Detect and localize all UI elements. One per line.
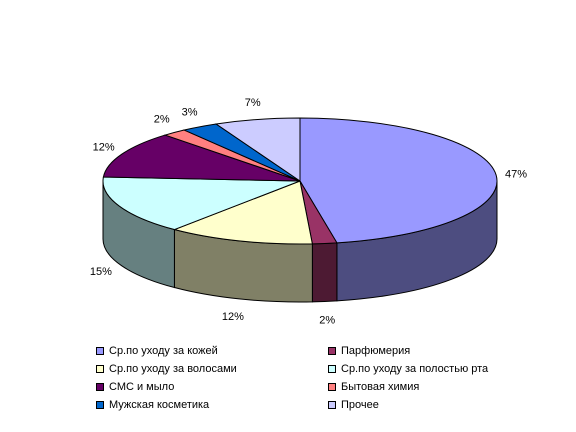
pie-slice-0 <box>299 117 498 244</box>
legend-label-3: Ср.по уходу за полостью рта <box>341 362 489 375</box>
pie-slice-2 <box>172 180 313 245</box>
legend-label-2: Ср.по уходу за волосами <box>109 362 237 375</box>
legend-swatch-1 <box>328 346 336 355</box>
legend-label-5: Бытовая химия <box>341 380 420 393</box>
legend-swatch-6 <box>96 400 104 409</box>
legend-item-3: Ср.по уходу за полостью рта <box>328 360 528 377</box>
legend-swatch-4 <box>96 382 104 391</box>
data-label-3: 15% <box>90 266 112 278</box>
legend-swatch-3 <box>328 364 336 373</box>
data-label-0: 47% <box>505 168 527 180</box>
legend-item-1: Парфюмерия <box>328 342 528 359</box>
data-label-5: 2% <box>154 114 170 126</box>
data-label-6: 3% <box>182 106 198 118</box>
legend-label-6: Мужская косметика <box>109 398 210 411</box>
legend-label-1: Парфюмерия <box>341 344 411 357</box>
pie-slice-3 <box>102 176 301 231</box>
legend-swatch-0 <box>96 346 104 355</box>
legend-item-4: СМС и мыло <box>96 378 328 395</box>
legend-swatch-2 <box>96 364 104 373</box>
pie-slice-4 <box>102 134 301 182</box>
pie-side-1 <box>311 242 338 303</box>
legend-item-5: Бытовая химия <box>328 378 528 395</box>
legend-item-2: Ср.по уходу за волосами <box>96 360 328 377</box>
legend-item-0: Ср.по уходу за кожей <box>96 342 328 359</box>
legend-label-7: Прочее <box>341 398 379 411</box>
legend-item-6: Мужская косметика <box>96 396 328 413</box>
data-label-2: 12% <box>222 311 244 323</box>
data-label-4: 12% <box>93 142 115 154</box>
data-label-7: 7% <box>245 97 261 109</box>
legend-item-7: Прочее <box>328 396 528 413</box>
data-label-1: 2% <box>319 314 335 326</box>
legend-label-4: СМС и мыло <box>109 380 175 393</box>
legend-swatch-5 <box>328 382 336 391</box>
legend-label-0: Ср.по уходу за кожей <box>109 344 218 357</box>
legend-swatch-7 <box>328 400 336 409</box>
pie-slice-7 <box>214 117 301 182</box>
legend: Ср.по уходу за кожей Парфюмерия Ср.по уход… <box>96 342 536 413</box>
